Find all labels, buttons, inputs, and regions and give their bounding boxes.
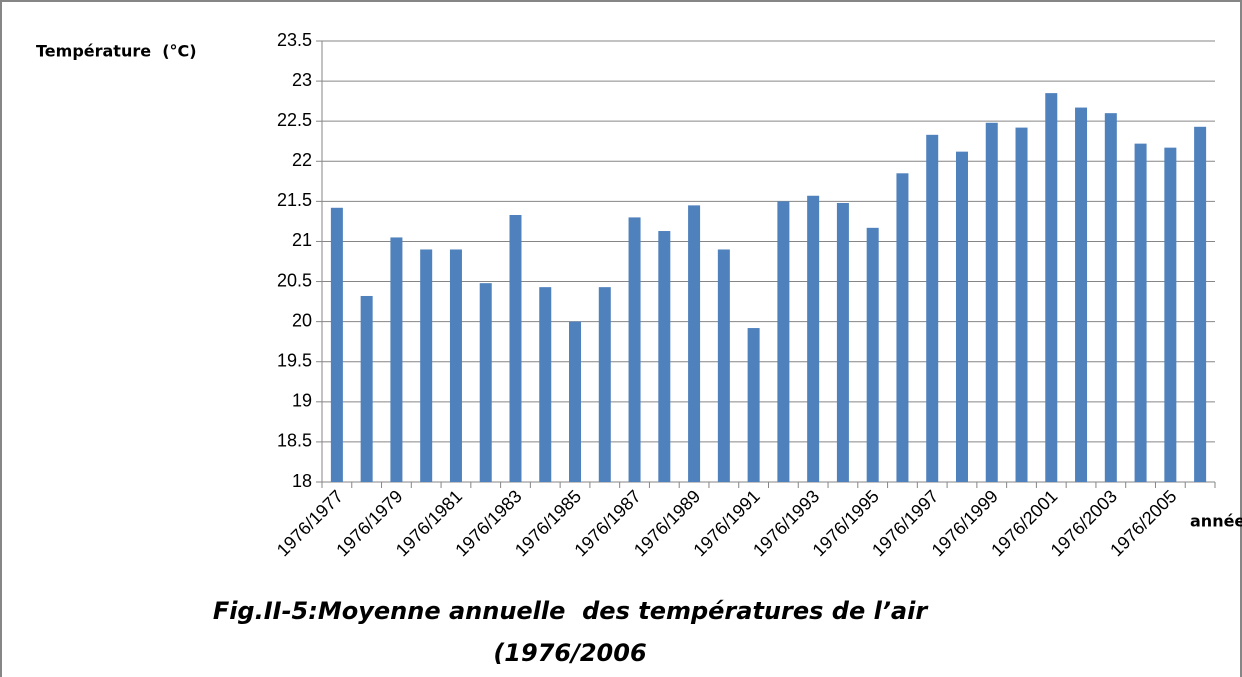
y-tick-label: 22.5 bbox=[277, 110, 312, 130]
chart-title: (1976/2006 bbox=[493, 639, 646, 667]
bar bbox=[1045, 93, 1058, 483]
y-tick-label: 20.5 bbox=[277, 270, 312, 290]
y-tick-label: 21.5 bbox=[277, 190, 312, 210]
bar bbox=[1164, 147, 1177, 482]
y-tick-label: 21 bbox=[292, 230, 312, 250]
y-tick-label: 18 bbox=[292, 471, 312, 491]
bar bbox=[390, 237, 403, 482]
bar bbox=[539, 287, 552, 482]
bar bbox=[1104, 113, 1117, 482]
bar bbox=[896, 173, 909, 483]
bar bbox=[1015, 127, 1028, 482]
bar bbox=[360, 295, 373, 482]
bar bbox=[866, 227, 879, 482]
bar bbox=[598, 287, 611, 482]
bar bbox=[807, 195, 820, 482]
bar bbox=[658, 231, 671, 482]
bar bbox=[569, 321, 582, 482]
bar bbox=[1134, 143, 1147, 482]
y-tick-label: 18.5 bbox=[277, 431, 312, 451]
y-tick-label: 23 bbox=[292, 70, 312, 90]
bar bbox=[836, 202, 849, 482]
bar bbox=[1075, 107, 1088, 483]
y-tick-label: 22 bbox=[292, 150, 312, 170]
bar bbox=[449, 249, 462, 482]
chart-title: Fig.II-5:Moyenne annuelle des températur… bbox=[213, 597, 930, 625]
bar bbox=[330, 207, 343, 482]
y-tick-label: 23.5 bbox=[277, 30, 312, 50]
y-tick-label: 20 bbox=[292, 310, 312, 330]
bar bbox=[479, 283, 492, 482]
bar bbox=[777, 201, 790, 482]
x-axis-label: année bbox=[1190, 512, 1242, 531]
bar bbox=[688, 205, 701, 482]
bar bbox=[628, 217, 641, 482]
bar bbox=[926, 134, 939, 482]
y-tick-label: 19.5 bbox=[277, 350, 312, 370]
bar bbox=[1194, 126, 1207, 482]
bar bbox=[509, 214, 522, 482]
bar bbox=[955, 151, 968, 482]
bar bbox=[985, 122, 998, 482]
y-axis-label: Température (°C) bbox=[36, 42, 197, 61]
bar bbox=[747, 328, 760, 482]
y-tick-label: 19 bbox=[292, 391, 312, 411]
bar bbox=[717, 249, 730, 482]
bar bbox=[420, 249, 433, 482]
